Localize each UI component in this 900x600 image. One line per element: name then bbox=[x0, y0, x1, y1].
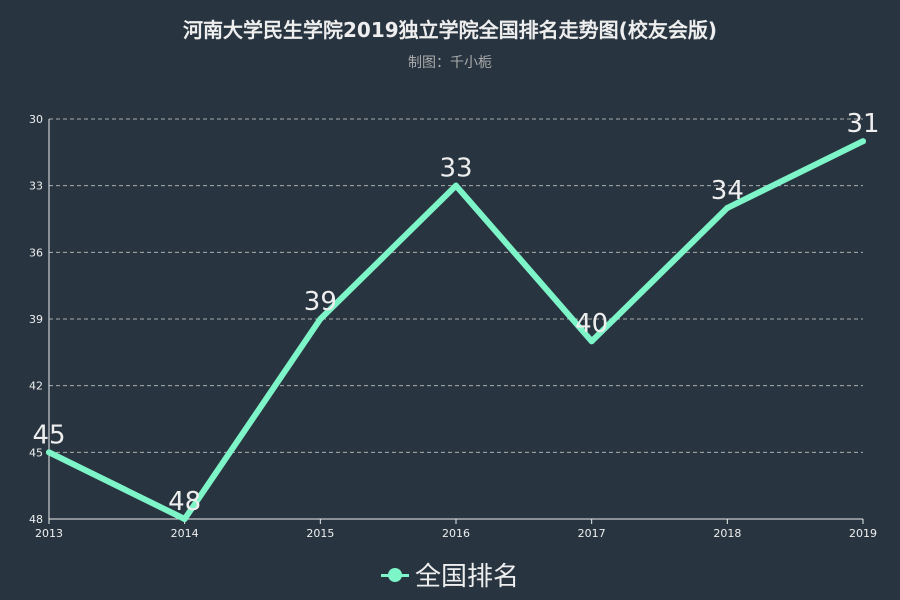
x-tick-label: 2015 bbox=[306, 527, 334, 540]
series-layer bbox=[46, 138, 866, 522]
label-layer: 45 48 39 33 40 34 31 bbox=[32, 109, 879, 517]
data-point bbox=[724, 204, 731, 211]
data-point bbox=[181, 516, 188, 522]
data-label: 31 bbox=[846, 109, 879, 139]
data-point bbox=[317, 316, 324, 322]
y-tick-label: 30 bbox=[29, 113, 43, 126]
y-tick-label: 48 bbox=[29, 513, 43, 526]
legend-label: 全国排名 bbox=[414, 562, 519, 592]
y-tick-label: 33 bbox=[29, 180, 43, 193]
data-label: 39 bbox=[304, 287, 337, 317]
y-tick-label: 36 bbox=[29, 246, 43, 259]
data-label: 33 bbox=[439, 154, 472, 184]
line-with-circle-icon bbox=[380, 567, 409, 583]
x-tick-label: 2018 bbox=[713, 527, 741, 540]
chart-subtitle: 制图：千小栀 bbox=[408, 55, 492, 71]
data-point bbox=[453, 182, 459, 189]
legend[interactable]: 全国排名 bbox=[0, 556, 900, 593]
data-label: 34 bbox=[711, 176, 744, 206]
data-point bbox=[588, 338, 595, 345]
chart-title: 河南大学民生学院2019独立学院全国排名走势图(校友会版) bbox=[183, 18, 717, 42]
x-tick-label: 2013 bbox=[35, 527, 63, 540]
data-label: 45 bbox=[32, 420, 65, 450]
y-tick-label: 39 bbox=[29, 313, 43, 326]
x-tick-label: 2014 bbox=[171, 527, 199, 540]
data-label: 40 bbox=[575, 309, 608, 339]
data-point bbox=[860, 138, 866, 145]
data-point bbox=[46, 449, 52, 456]
data-label: 48 bbox=[168, 487, 201, 517]
x-tick-label: 2016 bbox=[442, 527, 470, 540]
x-tick-label: 2019 bbox=[849, 527, 877, 540]
y-tick-label: 45 bbox=[29, 446, 43, 459]
x-tick-label: 2017 bbox=[578, 527, 606, 540]
y-tick-label: 42 bbox=[29, 380, 43, 393]
